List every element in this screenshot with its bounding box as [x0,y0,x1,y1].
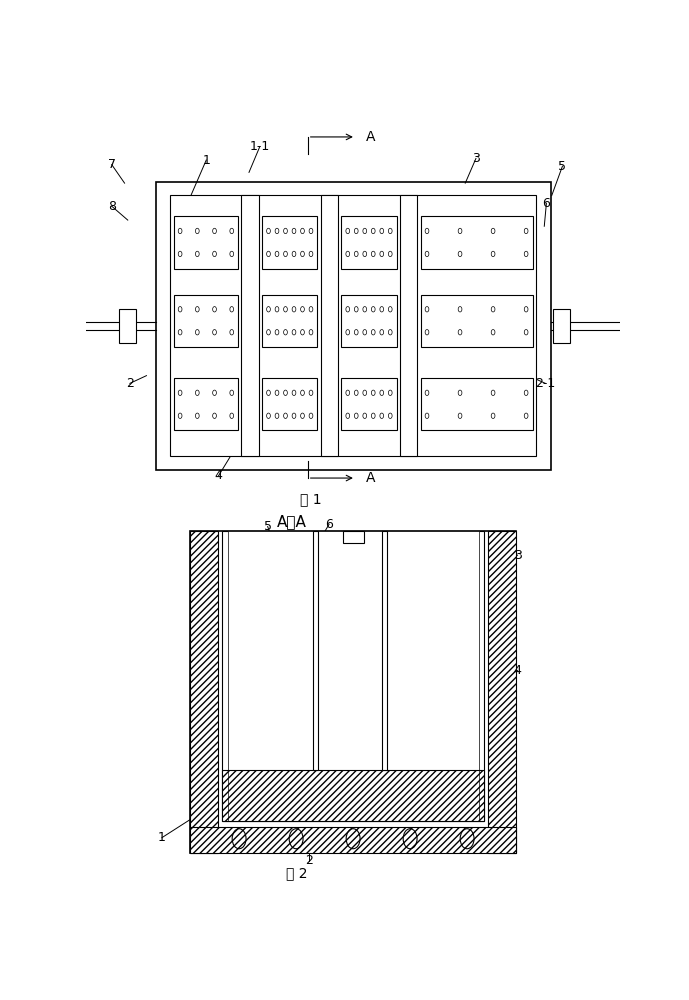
Text: 图 1: 图 1 [300,492,321,506]
Text: 6: 6 [542,197,551,210]
Bar [489,531,516,853]
Bar [342,531,364,543]
Bar [262,216,318,269]
Text: 2: 2 [305,854,313,867]
Bar [313,531,318,770]
Bar [420,378,533,430]
Bar [341,216,397,269]
Bar [341,378,397,430]
Text: 6: 6 [325,518,333,531]
Bar [420,216,533,269]
Bar [262,378,318,430]
Bar [420,295,533,347]
Text: 5: 5 [558,160,566,173]
Bar [223,531,484,821]
Text: 3: 3 [472,152,480,165]
Bar [320,195,338,456]
Bar [156,182,551,470]
Bar [241,195,259,456]
Text: 3: 3 [513,549,522,562]
Text: 2: 2 [126,377,134,390]
Text: 7: 7 [107,158,116,171]
Bar [227,531,479,813]
Bar [262,295,318,347]
Text: A－A: A－A [277,514,307,529]
Text: 2-1: 2-1 [535,377,555,390]
Bar [174,378,238,430]
Text: 4: 4 [513,664,522,677]
Bar [227,770,479,821]
Bar [190,531,516,853]
Text: A: A [365,471,375,485]
Text: 1: 1 [158,831,166,844]
Bar [553,309,570,343]
Bar [190,531,218,853]
Text: A: A [365,130,375,144]
Text: 1-1: 1-1 [249,140,270,153]
Text: 5: 5 [264,520,271,533]
Text: 图 2: 图 2 [287,866,308,880]
Text: 8: 8 [107,200,116,213]
Text: 4: 4 [214,469,223,482]
Text: 1: 1 [203,154,210,167]
Bar [174,216,238,269]
Bar [190,827,516,853]
Bar [341,295,397,347]
Bar [174,295,238,347]
Bar [400,195,418,456]
Bar [170,195,536,456]
Bar [382,531,387,770]
Bar [223,770,484,821]
Bar [119,309,136,343]
